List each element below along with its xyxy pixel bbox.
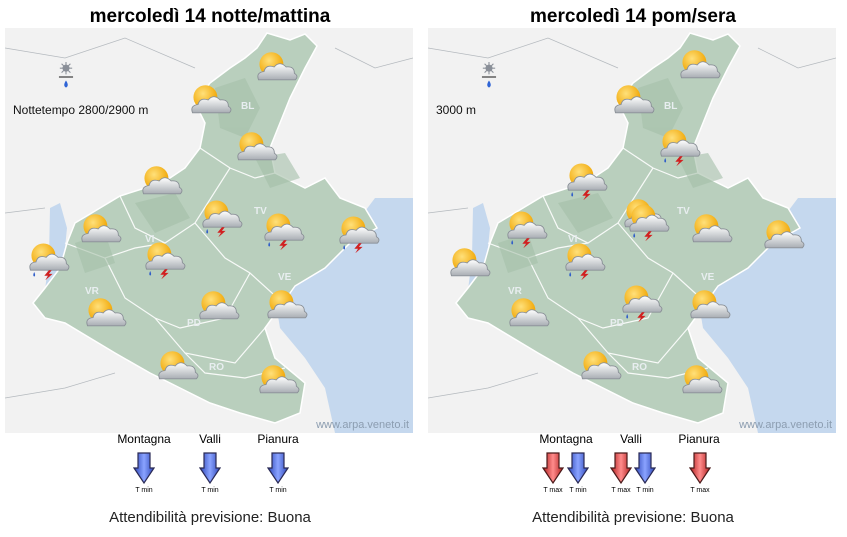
partly-cloudy-icon bbox=[678, 363, 724, 395]
partly-cloudy-icon bbox=[505, 296, 551, 328]
partly-cloudy-icon bbox=[676, 48, 722, 80]
province-label-vi: VI bbox=[568, 234, 578, 245]
partly-cloudy-icon bbox=[154, 349, 200, 381]
partly-cloudy-icon bbox=[253, 50, 299, 82]
snow-level-text: Nottetempo 2800/2900 m bbox=[13, 103, 149, 117]
province-label-ro: RO bbox=[209, 362, 224, 373]
zone-label-valli: Valli bbox=[199, 432, 221, 446]
thunderstorm-icon bbox=[503, 210, 549, 248]
partly-cloudy-icon bbox=[577, 349, 623, 381]
zone-label-pianura: Pianura bbox=[678, 432, 720, 446]
province-label-tv: TV bbox=[677, 206, 690, 217]
temp-max-arrow-icon bbox=[610, 452, 632, 484]
province-label-vr: VR bbox=[85, 286, 99, 297]
snow-level-text: 3000 m bbox=[436, 103, 477, 117]
snow-level-icon bbox=[57, 62, 75, 92]
temp-label: T min bbox=[569, 487, 587, 494]
province-label-bl: BL bbox=[664, 101, 678, 112]
province-label-ro: RO bbox=[632, 362, 647, 373]
temp-label: T min bbox=[269, 487, 287, 494]
zone-label-valli: Valli bbox=[620, 432, 642, 446]
province-label-pd: PD bbox=[610, 318, 624, 329]
partly-cloudy-icon bbox=[255, 363, 301, 395]
temp-down-arrow-icon bbox=[267, 452, 289, 484]
forecast-panel-morning: mercoledì 14 notte/mattina Nottetempo 28… bbox=[5, 0, 415, 537]
province-label-ve: VE bbox=[701, 272, 715, 283]
temp-label: T max bbox=[611, 487, 631, 494]
thunderstorm-icon bbox=[561, 242, 607, 280]
province-label-vi: VI bbox=[145, 234, 155, 245]
temp-max-arrow-icon bbox=[542, 452, 564, 484]
province-label-vr: VR bbox=[508, 286, 522, 297]
forecast-reliability: Attendibilità previsione: Buona bbox=[532, 509, 734, 526]
temp-down-arrow-icon bbox=[133, 452, 155, 484]
province-label-tv: TV bbox=[254, 206, 267, 217]
temp-min-arrow-icon bbox=[567, 452, 589, 484]
partly-cloudy-icon bbox=[77, 212, 123, 244]
forecast-panel-afternoon: mercoledì 14 pom/sera 3000 m BL TV VI VE… bbox=[428, 0, 838, 537]
partly-cloudy-icon bbox=[195, 289, 241, 321]
thunderstorm-icon bbox=[141, 241, 187, 279]
partly-cloudy-icon bbox=[686, 288, 732, 320]
thunderstorm-icon bbox=[625, 203, 671, 241]
temp-label: T max bbox=[690, 487, 710, 494]
province-label-bl: BL bbox=[241, 101, 255, 112]
thunderstorm-icon bbox=[618, 284, 664, 322]
temp-min-arrow-icon bbox=[634, 452, 656, 484]
temp-down-arrow-icon bbox=[199, 452, 221, 484]
province-label-pd: PD bbox=[187, 318, 201, 329]
zone-label-montagna: Montagna bbox=[539, 432, 593, 446]
thunderstorm-icon bbox=[335, 215, 381, 253]
thunderstorm-icon bbox=[260, 212, 306, 250]
temp-max-arrow-icon bbox=[689, 452, 711, 484]
partly-cloudy-icon bbox=[610, 83, 656, 115]
source-credit: www.arpa.veneto.it bbox=[739, 419, 832, 431]
snow-level-icon bbox=[480, 62, 498, 92]
zone-label-pianura: Pianura bbox=[257, 432, 299, 446]
partly-cloudy-icon bbox=[138, 164, 184, 196]
panel-title: mercoledì 14 notte/mattina bbox=[89, 6, 331, 27]
partly-cloudy-icon bbox=[446, 246, 492, 278]
province-label-ve: VE bbox=[278, 272, 292, 283]
partly-cloudy-icon bbox=[187, 83, 233, 115]
temp-label: T min bbox=[135, 487, 153, 494]
partly-cloudy-icon bbox=[760, 218, 806, 250]
thunderstorm-icon bbox=[656, 128, 702, 166]
partly-cloudy-icon bbox=[263, 288, 309, 320]
source-credit: www.arpa.veneto.it bbox=[316, 419, 409, 431]
thunderstorm-icon bbox=[563, 162, 609, 200]
thunderstorm-icon bbox=[198, 199, 244, 237]
temp-label: T min bbox=[636, 487, 654, 494]
forecast-reliability: Attendibilità previsione: Buona bbox=[109, 509, 311, 526]
zone-label-montagna: Montagna bbox=[117, 432, 171, 446]
temp-label: T max bbox=[543, 487, 563, 494]
panel-title: mercoledì 14 pom/sera bbox=[530, 6, 736, 27]
partly-cloudy-icon bbox=[82, 296, 128, 328]
temp-label: T min bbox=[201, 487, 219, 494]
partly-cloudy-icon bbox=[233, 130, 279, 162]
thunderstorm-icon bbox=[25, 242, 71, 280]
partly-cloudy-icon bbox=[688, 212, 734, 244]
